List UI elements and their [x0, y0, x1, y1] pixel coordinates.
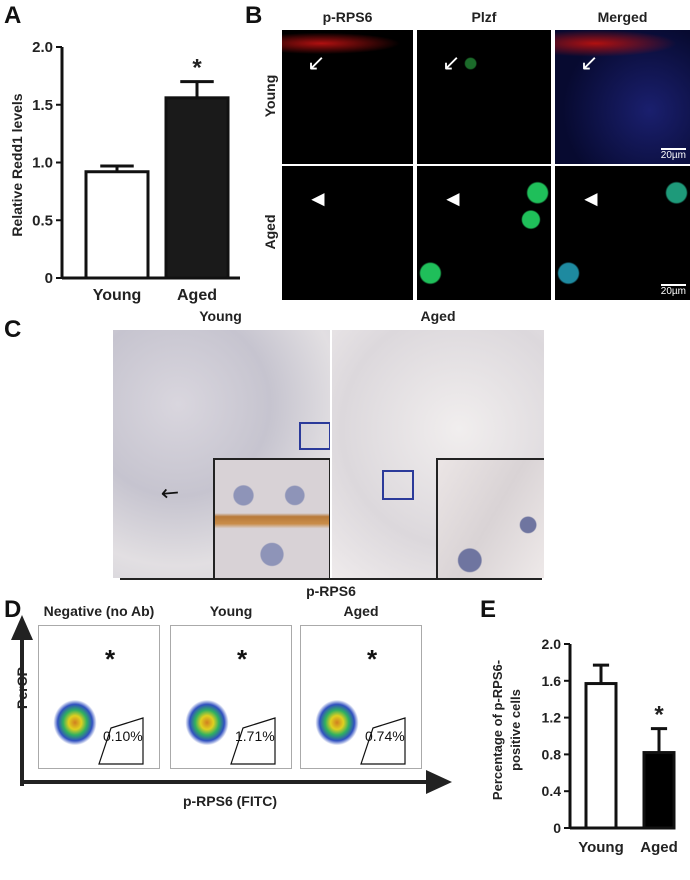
panel-c-header-young: Young	[199, 308, 242, 324]
panel-c-underline	[120, 578, 542, 580]
chart-a-ylabel: Relative Redd1 levels	[9, 93, 25, 236]
panel-b-header-plzf: Plzf	[471, 9, 497, 25]
micrograph-young-p-rps6: ↙	[282, 30, 413, 164]
micrograph-young-plzf: ↙	[417, 30, 551, 164]
scale-bar: 20µm	[660, 284, 686, 297]
panel-d-header: Negative (no Ab)	[43, 603, 155, 619]
x-tick-label: Young	[578, 839, 624, 856]
micrograph-young-merged: 20µm ↙	[555, 30, 690, 164]
panel-label-e: E	[480, 596, 497, 623]
panel-label-a: A	[4, 2, 22, 29]
panel-c-caption: p-RPS6	[306, 583, 356, 599]
arrow-icon: ↙	[155, 477, 186, 509]
panel-d-x-axis-label: p-RPS6 (FITC)	[182, 793, 278, 809]
arrowhead-icon: ◄	[307, 186, 329, 211]
x-tick-label: Young	[93, 287, 142, 304]
y-axis-arrow	[20, 638, 24, 786]
chart-e-ylabel-line2: positive cells	[508, 689, 523, 771]
x-tick-label: Aged	[640, 839, 678, 856]
significance-marker: *	[192, 55, 202, 82]
x-axis-arrow	[24, 780, 429, 784]
panel-d-axes	[11, 615, 452, 794]
gate	[360, 717, 406, 765]
bar-aged	[642, 751, 676, 830]
inset-magnified-young	[213, 458, 330, 578]
micrograph-aged-plzf: ◄	[417, 166, 551, 300]
inset-box-young	[299, 422, 330, 450]
ihc-image-aged	[332, 330, 544, 578]
significance-marker: *	[654, 702, 664, 729]
y-tick-label: 1.6	[542, 673, 562, 689]
gate-percentage: 1.71%	[235, 728, 275, 744]
y-tick-label: 1.5	[32, 97, 53, 114]
gate-percentage: 0.74%	[365, 728, 405, 744]
arrow-icon: ↙	[307, 50, 326, 75]
scale-bar: 20µm	[660, 148, 686, 161]
arrow-icon: ↙	[442, 50, 461, 75]
chart-e-ylabel-line1: Percentage of p-RPS6-	[490, 660, 505, 800]
inset-magnified-aged	[436, 458, 544, 578]
arrow-icon: ↙	[580, 50, 599, 75]
panel-b-header-p-rps6: p-RPS6	[322, 9, 373, 25]
flow-plot: 0.74% *	[300, 625, 422, 769]
star-marker: *	[105, 644, 116, 674]
gate-percentage: 0.10%	[103, 728, 143, 744]
bar-young	[584, 682, 618, 830]
star-marker: *	[237, 644, 248, 674]
micrograph-aged-merged: 20µm ◄	[555, 166, 690, 300]
panel-label-b: B	[245, 2, 263, 29]
panel-d-y-axis-label: PerCP	[14, 666, 30, 710]
star-marker: *	[367, 644, 378, 674]
panel-b-header-merged: Merged	[597, 9, 648, 25]
flow-plot: 0.10% *	[38, 625, 160, 769]
y-tick-label: 0.8	[542, 746, 562, 762]
micrograph-aged-p-rps6: ◄	[282, 166, 413, 300]
ihc-image-young: ↙	[113, 330, 330, 578]
panel-d-header: Aged	[343, 603, 379, 619]
panel-b-row-young: Young	[262, 74, 278, 118]
x-axis-arrowhead-icon	[426, 770, 452, 794]
panel-c-header-aged: Aged	[420, 308, 456, 324]
chart-a-redd1: Relative Redd1 levels 0 0.5 1.0 1.5 2.0 Young…	[9, 39, 240, 304]
bar-aged	[164, 96, 230, 280]
y-tick-label: 2.0	[542, 636, 562, 652]
flow-plot: 1.71% *	[170, 625, 292, 769]
y-tick-label: 0	[553, 820, 561, 836]
gate	[98, 717, 144, 765]
inset-box-aged	[382, 470, 414, 500]
gate	[230, 717, 276, 765]
chart-e-prps6-percentage: Percentage of p-RPS6- positive cells 0 0.…	[490, 636, 678, 856]
y-tick-label: 1.0	[32, 155, 53, 172]
arrowhead-icon: ◄	[442, 186, 464, 211]
y-tick-label: 0.4	[542, 783, 562, 799]
y-axis-arrowhead-icon	[11, 615, 33, 640]
arrowhead-icon: ◄	[580, 186, 602, 211]
panel-label-d: D	[4, 596, 22, 623]
y-tick-label: 0.5	[32, 212, 53, 229]
bar-young	[84, 170, 150, 280]
panel-label-c: C	[4, 316, 22, 343]
y-tick-label: 0	[45, 270, 53, 287]
y-tick-label: 2.0	[32, 39, 53, 56]
panel-b-row-aged: Aged	[262, 214, 278, 250]
x-tick-label: Aged	[177, 287, 217, 304]
y-tick-label: 1.2	[542, 710, 562, 726]
panel-d-header: Young	[209, 603, 253, 619]
